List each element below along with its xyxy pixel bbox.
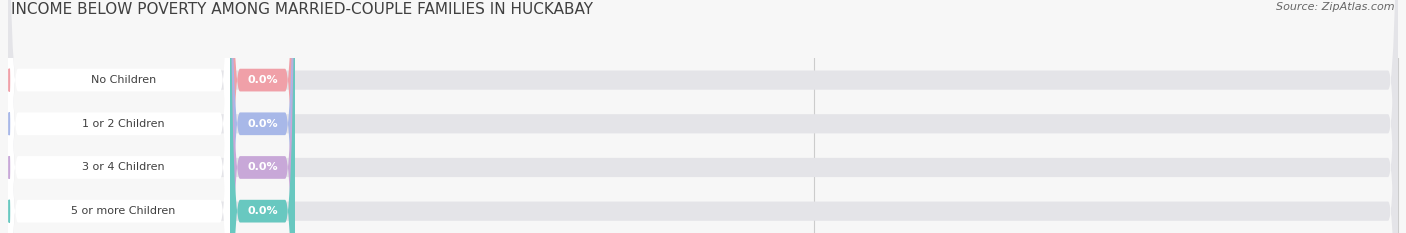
Text: 3 or 4 Children: 3 or 4 Children xyxy=(82,162,165,172)
FancyBboxPatch shape xyxy=(8,0,231,233)
FancyBboxPatch shape xyxy=(8,0,231,233)
Text: No Children: No Children xyxy=(90,75,156,85)
FancyBboxPatch shape xyxy=(8,0,1398,233)
Text: 0.0%: 0.0% xyxy=(247,119,278,129)
Text: 5 or more Children: 5 or more Children xyxy=(72,206,176,216)
FancyBboxPatch shape xyxy=(231,0,295,233)
Text: 1 or 2 Children: 1 or 2 Children xyxy=(82,119,165,129)
FancyBboxPatch shape xyxy=(8,0,1398,233)
Text: Source: ZipAtlas.com: Source: ZipAtlas.com xyxy=(1277,2,1395,12)
FancyBboxPatch shape xyxy=(231,0,295,233)
Text: 0.0%: 0.0% xyxy=(247,162,278,172)
FancyBboxPatch shape xyxy=(8,0,1398,233)
FancyBboxPatch shape xyxy=(8,0,231,233)
FancyBboxPatch shape xyxy=(8,0,231,233)
FancyBboxPatch shape xyxy=(231,0,295,233)
Text: 0.0%: 0.0% xyxy=(247,75,278,85)
Text: 0.0%: 0.0% xyxy=(247,206,278,216)
FancyBboxPatch shape xyxy=(8,0,1398,233)
FancyBboxPatch shape xyxy=(231,0,295,233)
Text: INCOME BELOW POVERTY AMONG MARRIED-COUPLE FAMILIES IN HUCKABAY: INCOME BELOW POVERTY AMONG MARRIED-COUPL… xyxy=(11,2,593,17)
